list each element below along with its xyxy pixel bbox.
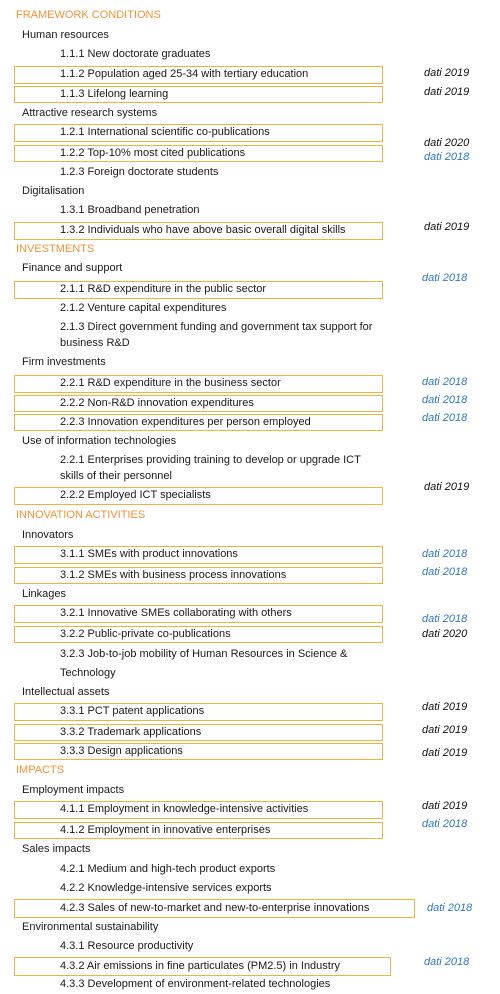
indicator-4-2-2: 4.2.2 Knowledge-intensive services expor…: [60, 882, 272, 894]
group-intellectual-assets: Intellectual assets: [22, 686, 110, 698]
note-3-2-2: dati 2020: [422, 628, 468, 640]
indicator-4-1-2: 4.1.2 Employment in innovative enterpris…: [60, 824, 271, 836]
note-1-2-1: dati 2020: [424, 137, 470, 149]
indicator-3-2-3-continued: Technology: [60, 667, 116, 679]
note-4-2-3: dati 2018: [427, 902, 473, 914]
note-3-2-1: dati 2018: [422, 613, 468, 625]
highlight-box: [14, 957, 391, 976]
note-2-3-2: dati 2019: [424, 481, 470, 493]
highlight-box: [14, 703, 383, 721]
note-3-3-3: dati 2019: [422, 747, 468, 759]
indicator-1-1-1: 1.1.1 New doctorate graduates: [60, 48, 211, 60]
group-environmental-sustainability: Environmental sustainability: [22, 921, 159, 933]
highlight-box: [14, 86, 383, 103]
note-1-1-2: dati 2019: [424, 67, 470, 79]
highlight-box: [14, 605, 383, 623]
group-attractive-research-systems: Attractive research systems: [22, 107, 158, 119]
group-sales-impacts: Sales impacts: [22, 843, 91, 855]
highlight-box: [14, 66, 383, 84]
indicator-3-3-2: 3.3.2 Trademark applications: [60, 726, 202, 738]
highlight-box: [14, 567, 383, 584]
note-2-2-2: dati 2018: [422, 394, 468, 406]
indicator-4-2-3: 4.2.3 Sales of new-to-market and new-to-…: [60, 902, 370, 914]
indicator-3-3-3: 3.3.3 Design applications: [60, 745, 183, 757]
indicator-4-3-1: 4.3.1 Resource productivity: [60, 940, 194, 952]
indicator-1-1-3: 1.1.3 Lifelong learning: [60, 88, 169, 100]
indicator-2-3-1: 2.2.1 Enterprises providing training to …: [60, 454, 361, 466]
indicator-2-2-2: 2.2.2 Non-R&D innovation expenditures: [60, 397, 254, 409]
section-investments: INVESTMENTS: [16, 243, 95, 255]
note-3-1-2: dati 2018: [422, 566, 468, 578]
highlight-box: [14, 546, 383, 564]
indicator-2-1-3-continued: business R&D: [60, 337, 130, 349]
note-2-2-3: dati 2018: [422, 412, 468, 424]
indicator-4-3-2: 4.3.2 Air emissions in fine particulates…: [60, 960, 341, 972]
note-1-3-2: dati 2019: [424, 221, 470, 233]
indicator-1-2-2: 1.2.2 Top-10% most cited publications: [60, 147, 246, 159]
indicator-2-1-1: 2.1.1 R&D expenditure in the public sect…: [60, 283, 267, 295]
highlight-box: [14, 822, 383, 839]
indicator-2-2-3: 2.2.3 Innovation expenditures per person…: [60, 416, 311, 428]
indicator-4-2-1: 4.2.1 Medium and high-tech product expor…: [60, 863, 276, 875]
indicator-3-1-1: 3.1.1 SMEs with product innovations: [60, 548, 238, 560]
highlight-box: [14, 124, 383, 142]
note-3-3-2: dati 2019: [422, 724, 468, 736]
note-3-3-1: dati 2019: [422, 701, 468, 713]
indicator-4-3-3: 4.3.3 Development of environment-related…: [60, 978, 331, 990]
highlight-box: [14, 414, 383, 431]
indicator-2-1-2: 2.1.2 Venture capital expenditures: [60, 302, 227, 314]
indicator-2-2-1: 2.2.1 R&D expenditure in the business se…: [60, 377, 281, 389]
note-4-3-2: dati 2018: [424, 956, 470, 968]
note-3-1-1: dati 2018: [422, 548, 468, 560]
highlight-box: [14, 395, 383, 412]
indicator-2-3-2: 2.2.2 Employed ICT specialists: [60, 489, 211, 501]
section-impacts: IMPACTS: [16, 764, 65, 776]
group-digitalisation: Digitalisation: [22, 185, 85, 197]
group-use-of-information-technologies: Use of information technologies: [22, 435, 177, 447]
indicator-2-3-1-continued: skills of their personnel: [60, 470, 172, 482]
highlight-box: [14, 626, 383, 643]
indicator-1-2-3: 1.2.3 Foreign doctorate students: [60, 166, 219, 178]
note-4-1-2: dati 2018: [422, 818, 468, 830]
note-4-1-1: dati 2019: [422, 800, 468, 812]
section-innovation-activities: INNOVATION ACTIVITIES: [16, 509, 146, 521]
highlight-box: [14, 743, 383, 760]
highlight-box: [14, 375, 383, 393]
note-2-1-1: dati 2018: [422, 272, 468, 284]
note-1-2-2: dati 2018: [424, 151, 470, 163]
indicator-1-3-1: 1.3.1 Broadband penetration: [60, 204, 200, 216]
indicator-3-2-1: 3.2.1 Innovative SMEs collaborating with…: [60, 607, 292, 619]
indicator-3-2-3: 3.2.3 Job-to-job mobility of Human Resou…: [60, 648, 348, 660]
group-innovators: Innovators: [22, 529, 74, 541]
indicator-4-1-1: 4.1.1 Employment in knowledge-intensive …: [60, 803, 309, 815]
highlight-box: [14, 724, 383, 741]
group-human-resources: Human resources: [22, 29, 109, 41]
indicator-3-2-2: 3.2.2 Public-private co-publications: [60, 628, 231, 640]
indicator-3-3-1: 3.3.1 PCT patent applications: [60, 705, 205, 717]
highlight-box: [14, 222, 383, 240]
group-employment-impacts: Employment impacts: [22, 784, 125, 796]
highlight-box: [14, 801, 383, 819]
highlight-box: [14, 487, 383, 505]
indicator-1-1-2: 1.1.2 Population aged 25-34 with tertiar…: [60, 68, 309, 80]
indicator-1-2-1: 1.2.1 International scientific co-public…: [60, 126, 270, 138]
highlight-box: [14, 899, 415, 918]
group-finance-and-support: Finance and support: [22, 262, 123, 274]
indicator-2-1-3: 2.1.3 Direct government funding and gove…: [60, 321, 373, 333]
group-linkages: Linkages: [22, 588, 67, 600]
note-2-2-1: dati 2018: [422, 376, 468, 388]
highlight-box: [14, 281, 383, 299]
indicator-3-1-2: 3.1.2 SMEs with business process innovat…: [60, 569, 287, 581]
group-firm-investments: Firm investments: [22, 356, 106, 368]
indicator-1-3-2: 1.3.2 Individuals who have above basic o…: [60, 224, 346, 236]
section-framework-conditions: FRAMEWORK CONDITIONS: [16, 9, 161, 21]
highlight-box: [14, 145, 383, 162]
note-1-1-3: dati 2019: [424, 86, 470, 98]
